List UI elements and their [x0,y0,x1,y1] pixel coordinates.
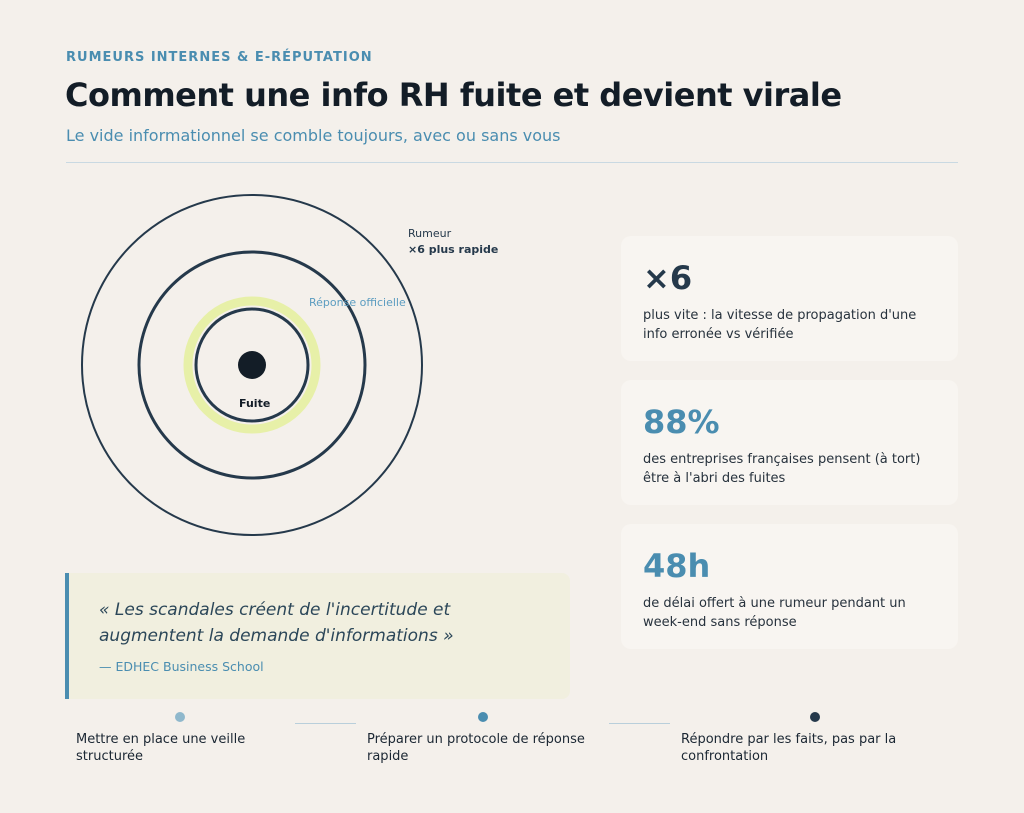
stat-value: 48h [643,547,711,585]
step-dot [478,712,488,722]
step-dot [810,712,820,722]
rumeur-speed-label: ×6 plus rapide [408,243,499,256]
stat-description: de délai offert à une rumeur pendant un … [643,596,906,630]
ring-official [194,307,310,423]
stat-description: des entreprises françaises pensent (à to… [643,452,921,486]
propagation-diagram [81,194,423,536]
stat-value: 88% [643,403,720,441]
step-connector [609,723,670,724]
stat-card: ×6 plus vite : la vitesse de propagation… [621,236,958,361]
ring-official-glow [183,296,321,434]
page-subtitle: Le vide informationnel se comble toujour… [66,126,561,145]
eyebrow: RUMEURS INTERNES & E-RÉPUTATION [66,50,373,65]
step-label: Mettre en place une veille structurée [76,732,246,764]
quote-box: « Les scandales créent de l'incertitude … [65,573,570,699]
ring-middle [137,250,367,480]
stat-description: plus vite : la vitesse de propagation d'… [643,308,917,342]
header-divider [66,162,958,163]
quote-text: « Les scandales créent de l'incertitude … [99,600,454,646]
rumeur-label: Rumeur [408,227,452,240]
step-label: Préparer un protocole de réponse rapide [367,732,585,764]
stat-value: ×6 [643,259,693,297]
step-dot [175,712,185,722]
quote-source: — EDHEC Business School [99,659,264,674]
step-connector [295,723,356,724]
official-response-label: Réponse officielle [309,296,406,309]
stat-card: 48h de délai offert à une rumeur pendant… [621,524,958,649]
leak-core [238,351,266,379]
step-label: Répondre par les faits, pas par la confr… [681,732,897,764]
leak-label: Fuite [239,397,271,410]
ring-rumeur [81,194,423,536]
stat-card: 88% des entreprises françaises pensent (… [621,380,958,505]
page-title: Comment une info RH fuite et devient vir… [65,76,842,114]
